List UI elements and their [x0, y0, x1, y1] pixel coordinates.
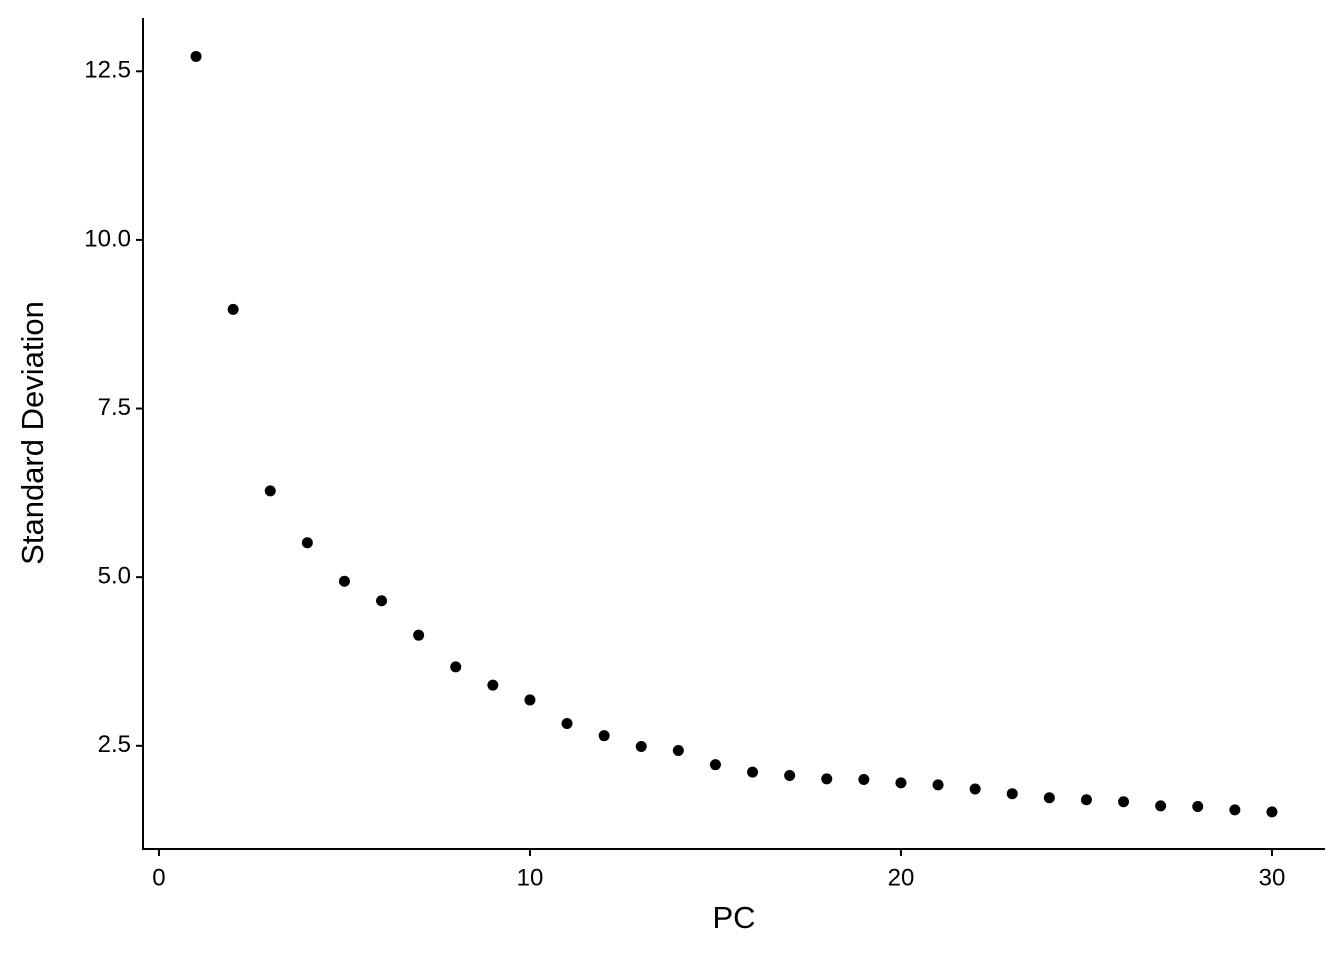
- point: [969, 783, 981, 795]
- point: [1155, 800, 1167, 812]
- x-tick-label: 30: [1259, 864, 1286, 891]
- point: [747, 766, 759, 778]
- y-tick-label: 12.5: [84, 57, 131, 84]
- point: [672, 745, 684, 757]
- point: [1229, 804, 1241, 816]
- point: [709, 759, 721, 771]
- point: [821, 773, 833, 785]
- y-tick-label: 5.0: [98, 563, 131, 590]
- point: [227, 303, 239, 315]
- x-tick-label: 20: [888, 864, 915, 891]
- x-tick-label: 10: [517, 864, 544, 891]
- point: [932, 779, 944, 791]
- point: [264, 485, 276, 497]
- point: [413, 629, 425, 641]
- point: [1043, 792, 1055, 804]
- x-axis-title: PC: [712, 900, 755, 935]
- point: [376, 595, 388, 607]
- point: [524, 694, 536, 706]
- point: [895, 777, 907, 789]
- point: [784, 769, 796, 781]
- y-tick-label: 10.0: [84, 225, 131, 252]
- point: [1006, 788, 1018, 800]
- point: [338, 575, 350, 587]
- point: [190, 50, 202, 62]
- y-tick-label: 2.5: [98, 731, 131, 758]
- point: [1080, 794, 1092, 806]
- point: [1266, 806, 1278, 818]
- point: [635, 740, 647, 752]
- point: [1118, 796, 1130, 808]
- point: [301, 537, 313, 549]
- point: [858, 774, 870, 786]
- point: [598, 730, 610, 742]
- point: [561, 718, 573, 730]
- point: [450, 661, 462, 673]
- y-tick-label: 7.5: [98, 394, 131, 421]
- y-axis-title: Standard Deviation: [15, 301, 50, 565]
- point: [1192, 801, 1204, 813]
- point: [487, 679, 499, 691]
- x-tick-label: 0: [152, 864, 165, 891]
